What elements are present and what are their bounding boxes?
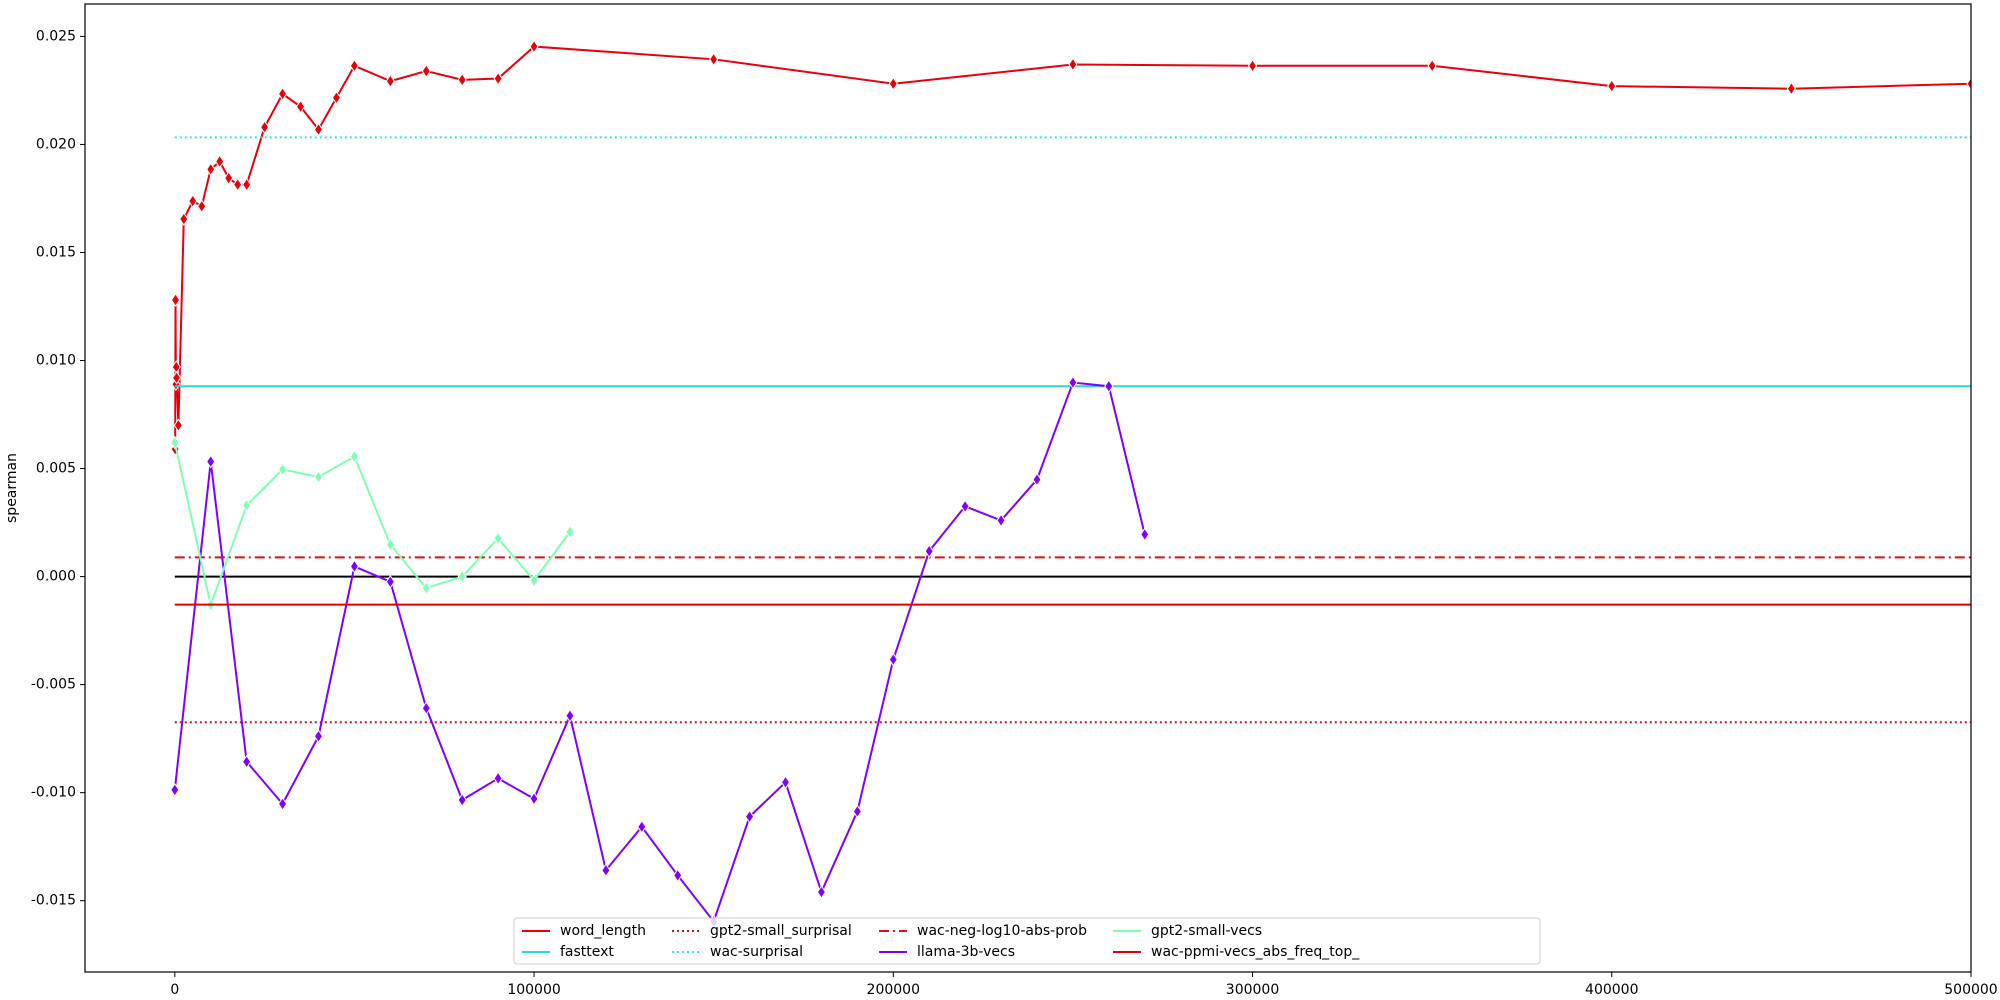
data-point [179,212,189,226]
y-tick-label: 0.020 [36,136,76,152]
data-point [565,708,575,723]
data-point [277,462,288,477]
data-point [197,199,207,214]
y-tick-label: 0.010 [36,353,76,369]
data-point [1068,375,1078,390]
y-tick-label: 0.015 [36,244,76,260]
data-point [172,370,182,385]
data-point [888,652,898,667]
data-point [385,537,395,552]
data-point [565,524,575,539]
data-point [1427,58,1437,73]
y-tick-label: 0.000 [36,569,76,585]
plot-area [170,39,1971,929]
y-tick-label: -0.005 [31,677,76,693]
y-tick-label: -0.010 [31,785,76,801]
data-point [852,804,862,819]
legend-label: wac-surprisal [710,944,803,960]
data-point [1140,527,1150,542]
data-point [1966,76,1971,91]
data-point [295,99,306,114]
data-point [349,58,360,73]
data-point [816,885,827,899]
data-point [170,293,181,307]
legend-label: wac-ppmi-vecs_abs_freq_top_ [1151,944,1360,960]
y-tick-label: 0.005 [36,461,76,477]
legend-label: llama-3b-vecs [917,944,1015,960]
data-point [744,809,755,824]
x-tick-label: 300000 [1226,982,1279,998]
data-point [493,71,503,86]
data-point [173,418,184,433]
data-point [1607,79,1617,94]
series-line [173,381,1146,924]
x-tick-label: 400000 [1585,982,1638,998]
legend-label: wac-neg-log10-abs-prob [917,923,1087,939]
data-point [996,513,1006,528]
data-point [206,162,216,177]
data-point [188,194,198,208]
data-point [242,754,252,769]
data-point [233,177,243,192]
data-point [421,701,431,716]
data-point [924,544,934,558]
data-point [260,120,270,135]
data-point [1068,57,1078,72]
data-point [349,559,360,574]
data-point [313,470,324,484]
data-point [493,771,503,786]
data-point [242,498,252,513]
data-point [529,791,539,806]
data-point [1786,81,1796,96]
data-point [277,796,288,811]
y-tick-label: 0.025 [36,28,76,44]
legend-label: fasttext [560,944,614,960]
legend-box [513,917,1541,965]
data-point [215,154,225,169]
x-tick-label: 500000 [1944,982,1997,998]
data-point [313,729,324,744]
data-point [224,171,234,186]
legend-label: word_length [560,923,646,939]
data-point [1104,379,1114,394]
plot-frame [84,3,1972,973]
data-point [601,863,611,878]
legend-label: gpt2-small-vecs [1151,923,1262,939]
data-point [637,819,647,834]
data-point [421,64,431,78]
data-point [349,449,360,464]
data-point [331,90,342,105]
data-point [385,74,395,89]
data-point [780,775,791,790]
data-point [673,868,683,883]
y-axis-label: spearman [4,453,20,523]
x-tick-label: 0 [170,982,179,998]
y-tick-label: -0.015 [31,893,76,909]
data-point [242,177,252,192]
data-point [1032,472,1042,487]
data-point [277,86,288,101]
data-point [457,72,467,87]
data-point [888,76,898,91]
data-point [170,435,180,450]
data-point [1247,58,1258,73]
data-point [529,573,539,588]
data-point [385,574,395,589]
x-tick-label: 200000 [867,982,920,998]
series-line [173,442,571,609]
data-point [960,499,970,514]
data-point [529,39,539,54]
data-point [457,793,467,807]
data-point [493,531,503,546]
legend-label: gpt2-small_surprisal [710,923,852,939]
data-point [709,52,719,67]
data-point [421,581,431,595]
data-point [457,569,467,584]
data-point [170,782,180,797]
data-point [313,122,324,137]
data-point [206,454,216,469]
x-tick-label: 100000 [507,982,560,998]
